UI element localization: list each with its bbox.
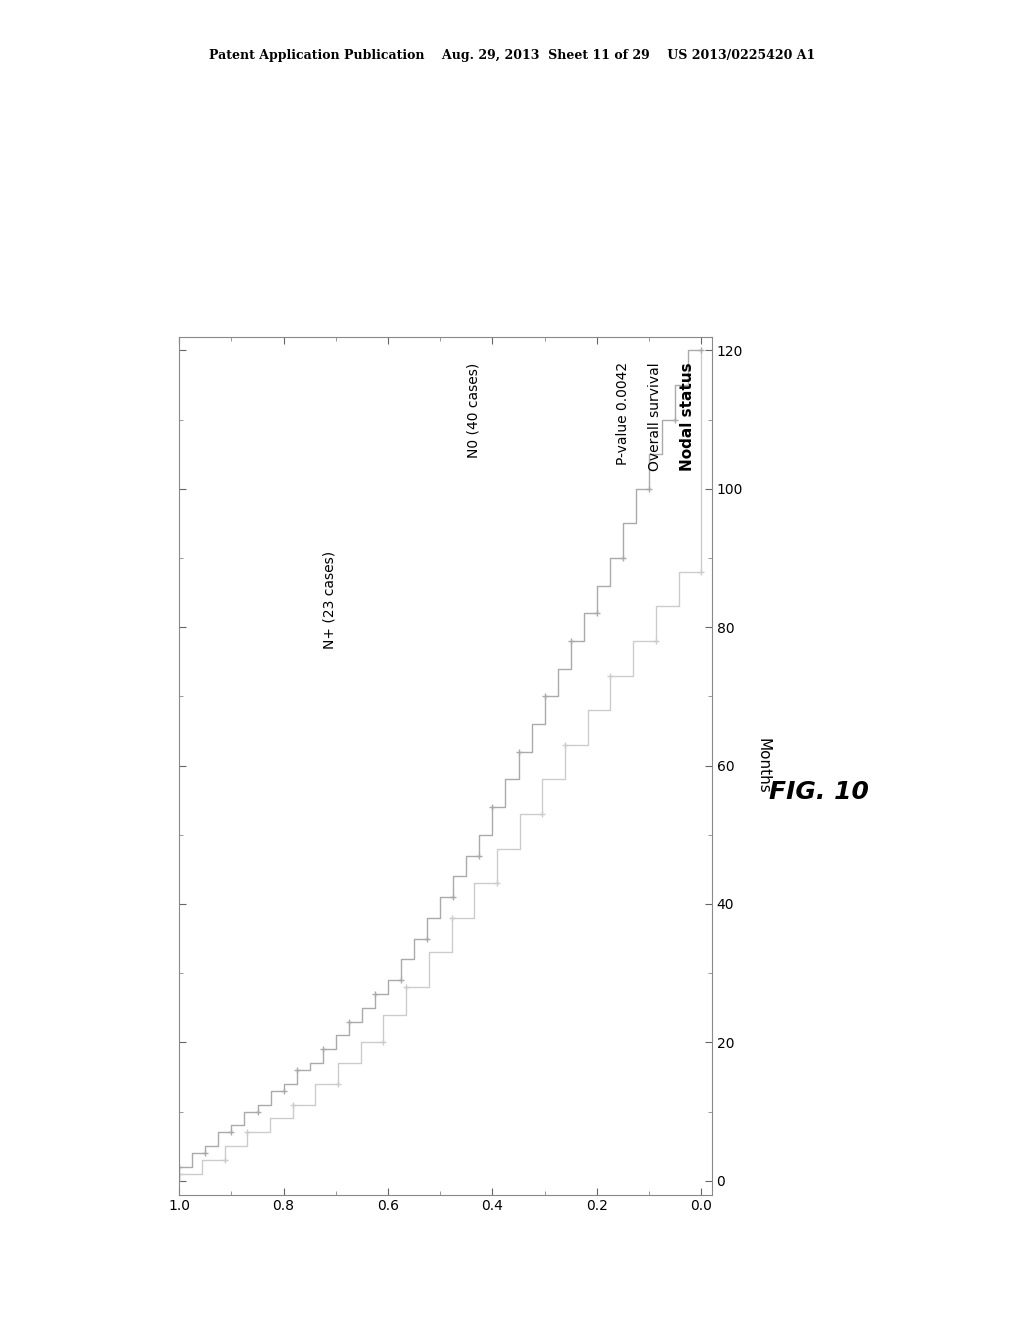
- Text: FIG. 10: FIG. 10: [769, 780, 869, 804]
- Text: N+ (23 cases): N+ (23 cases): [323, 552, 337, 649]
- Text: Nodal status: Nodal status: [680, 363, 694, 471]
- Y-axis label: Months: Months: [756, 738, 771, 793]
- Text: Overall survival: Overall survival: [648, 363, 662, 471]
- Text: N0 (40 cases): N0 (40 cases): [467, 363, 480, 458]
- Text: P-value 0.0042: P-value 0.0042: [615, 363, 630, 466]
- Text: Patent Application Publication    Aug. 29, 2013  Sheet 11 of 29    US 2013/02254: Patent Application Publication Aug. 29, …: [209, 49, 815, 62]
